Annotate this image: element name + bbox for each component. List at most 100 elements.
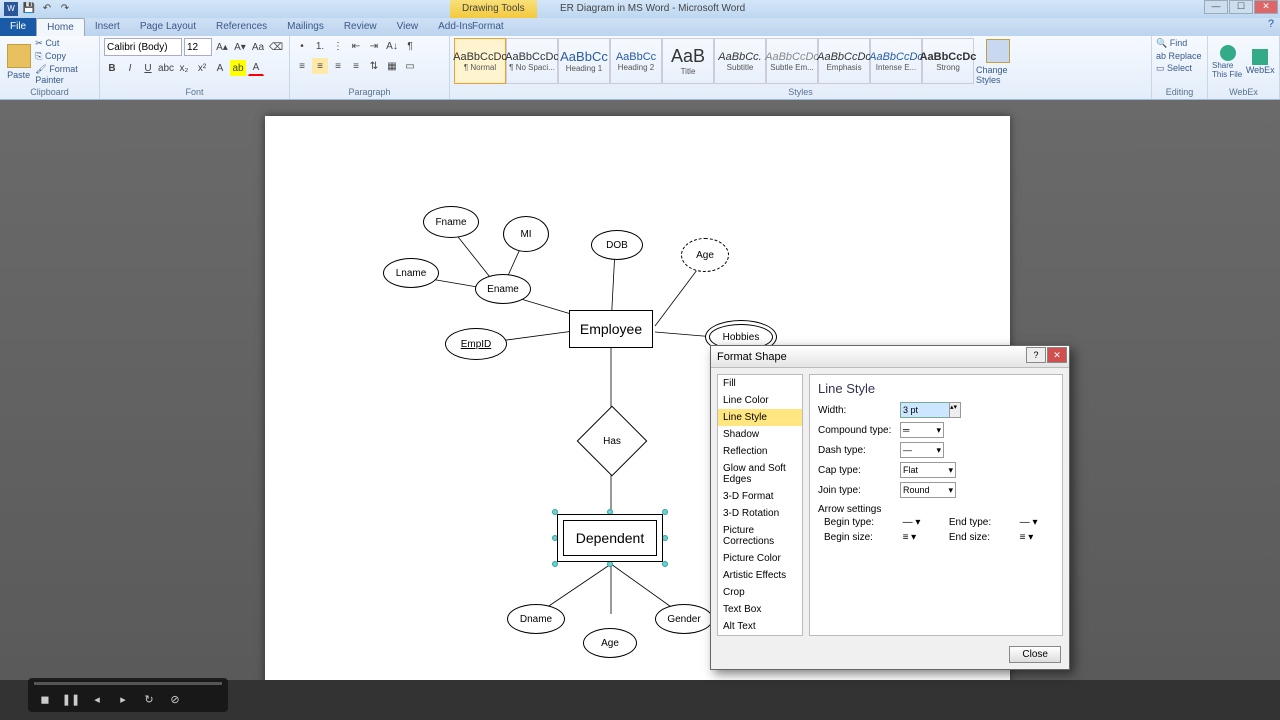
help-icon[interactable]: ? bbox=[1268, 18, 1274, 30]
attr-fname[interactable]: Fname bbox=[423, 206, 479, 238]
attr-mi[interactable]: MI bbox=[503, 216, 549, 252]
dialog-close-btn[interactable]: Close bbox=[1009, 646, 1061, 663]
nav-piccolor[interactable]: Picture Color bbox=[718, 550, 802, 567]
align-left-icon[interactable]: ≡ bbox=[294, 58, 310, 74]
mute-icon[interactable]: ⊘ bbox=[166, 690, 184, 708]
attr-gender[interactable]: Gender bbox=[655, 604, 713, 634]
dash-dropdown[interactable]: — ▾ bbox=[900, 442, 944, 458]
style-normal[interactable]: AaBbCcDc¶ Normal bbox=[454, 38, 506, 84]
highlight-icon[interactable]: ab bbox=[230, 60, 246, 76]
endsize-dropdown[interactable]: ≡ ▾ bbox=[1020, 532, 1054, 543]
sort-icon[interactable]: A↓ bbox=[384, 38, 400, 54]
copy-button[interactable]: ⎘ Copy bbox=[35, 51, 95, 62]
select-button[interactable]: ▭ Select bbox=[1156, 63, 1192, 74]
tab-page-layout[interactable]: Page Layout bbox=[130, 18, 206, 36]
style-subtleem[interactable]: AaBbCcDcSubtle Em... bbox=[766, 38, 818, 84]
style-h2[interactable]: AaBbCcHeading 2 bbox=[610, 38, 662, 84]
nav-piccorr[interactable]: Picture Corrections bbox=[718, 522, 802, 550]
nav-crop[interactable]: Crop bbox=[718, 584, 802, 601]
bullets-icon[interactable]: • bbox=[294, 38, 310, 54]
width-spinner[interactable]: ▴▾ bbox=[949, 402, 961, 418]
style-subtitle[interactable]: AaBbCc.Subtitle bbox=[714, 38, 766, 84]
tab-references[interactable]: References bbox=[206, 18, 277, 36]
text-effects-icon[interactable]: A bbox=[212, 60, 228, 76]
borders-icon[interactable]: ▭ bbox=[402, 58, 418, 74]
tab-file[interactable]: File bbox=[0, 18, 36, 36]
entity-dependent[interactable]: Dependent bbox=[563, 520, 657, 556]
superscript-icon[interactable]: x² bbox=[194, 60, 210, 76]
tab-view[interactable]: View bbox=[387, 18, 429, 36]
undo-icon[interactable]: ↶ bbox=[40, 2, 54, 16]
align-center-icon[interactable]: ≡ bbox=[312, 58, 328, 74]
style-title[interactable]: AaBTitle bbox=[662, 38, 714, 84]
style-gallery[interactable]: AaBbCcDc¶ Normal AaBbCcDc¶ No Spaci... A… bbox=[454, 38, 974, 84]
dialog-close-button[interactable]: ✕ bbox=[1047, 347, 1067, 363]
nav-reflection[interactable]: Reflection bbox=[718, 443, 802, 460]
outdent-icon[interactable]: ⇤ bbox=[348, 38, 364, 54]
begintype-dropdown[interactable]: — ▾ bbox=[903, 517, 937, 528]
tab-format[interactable]: Format bbox=[462, 18, 514, 36]
font-name-combo[interactable]: Calibri (Body) bbox=[104, 38, 182, 56]
minimize-button[interactable]: — bbox=[1204, 0, 1228, 14]
italic-icon[interactable]: I bbox=[122, 60, 138, 76]
dialog-titlebar[interactable]: Format Shape ? ✕ bbox=[711, 346, 1069, 368]
style-strong[interactable]: AaBbCcDcStrong bbox=[922, 38, 974, 84]
cap-dropdown[interactable]: Flat▾ bbox=[900, 462, 956, 478]
nav-3dformat[interactable]: 3-D Format bbox=[718, 488, 802, 505]
grow-font-icon[interactable]: A▴ bbox=[214, 39, 230, 55]
shading-icon[interactable]: ▦ bbox=[384, 58, 400, 74]
style-emphasis[interactable]: AaBbCcDcEmphasis bbox=[818, 38, 870, 84]
maximize-button[interactable]: ☐ bbox=[1229, 0, 1253, 14]
format-painter-button[interactable]: 🖌 Format Painter bbox=[35, 64, 95, 85]
style-nospacing[interactable]: AaBbCcDc¶ No Spaci... bbox=[506, 38, 558, 84]
dialog-help-button[interactable]: ? bbox=[1026, 347, 1046, 363]
beginsize-dropdown[interactable]: ≡ ▾ bbox=[903, 532, 937, 543]
tab-review[interactable]: Review bbox=[334, 18, 387, 36]
shrink-font-icon[interactable]: A▾ bbox=[232, 39, 248, 55]
prev-icon[interactable]: ◂ bbox=[88, 690, 106, 708]
nav-glow[interactable]: Glow and Soft Edges bbox=[718, 460, 802, 488]
save-icon[interactable]: 💾 bbox=[22, 2, 36, 16]
change-styles-button[interactable]: Change Styles bbox=[976, 38, 1020, 86]
close-button[interactable]: ✕ bbox=[1254, 0, 1278, 14]
change-case-icon[interactable]: Aa bbox=[250, 39, 266, 55]
nav-textbox[interactable]: Text Box bbox=[718, 601, 802, 618]
find-button[interactable]: 🔍 Find bbox=[1156, 38, 1187, 49]
endtype-dropdown[interactable]: — ▾ bbox=[1020, 517, 1054, 528]
subscript-icon[interactable]: x₂ bbox=[176, 60, 192, 76]
font-size-combo[interactable]: 12 bbox=[184, 38, 212, 56]
stop-icon[interactable]: ◼ bbox=[36, 690, 54, 708]
indent-icon[interactable]: ⇥ bbox=[366, 38, 382, 54]
nav-linecolor[interactable]: Line Color bbox=[718, 392, 802, 409]
tab-insert[interactable]: Insert bbox=[85, 18, 130, 36]
style-intense[interactable]: AaBbCcDcIntense E... bbox=[870, 38, 922, 84]
attr-dname[interactable]: Dname bbox=[507, 604, 565, 634]
show-marks-icon[interactable]: ¶ bbox=[402, 38, 418, 54]
font-color-icon[interactable]: A bbox=[248, 60, 264, 76]
format-shape-dialog[interactable]: Format Shape ? ✕ Fill Line Color Line St… bbox=[710, 345, 1070, 670]
share-file-button[interactable]: Share This File bbox=[1212, 38, 1243, 86]
multilevel-icon[interactable]: ⋮ bbox=[330, 38, 346, 54]
tab-mailings[interactable]: Mailings bbox=[277, 18, 334, 36]
tab-home[interactable]: Home bbox=[36, 18, 85, 36]
redo-icon[interactable]: ↷ bbox=[58, 2, 72, 16]
media-control-bar[interactable]: ◼ ❚❚ ◂ ▸ ↻ ⊘ bbox=[28, 678, 228, 712]
webex-button[interactable]: WebEx bbox=[1245, 38, 1275, 86]
line-spacing-icon[interactable]: ⇅ bbox=[366, 58, 382, 74]
relationship-has[interactable]: Has bbox=[577, 406, 647, 476]
nav-3drotation[interactable]: 3-D Rotation bbox=[718, 505, 802, 522]
attr-dob[interactable]: DOB bbox=[591, 230, 643, 260]
style-h1[interactable]: AaBbCcHeading 1 bbox=[558, 38, 610, 84]
attr-lname[interactable]: Lname bbox=[383, 258, 439, 288]
width-field[interactable]: 3 pt bbox=[900, 402, 950, 418]
media-track[interactable] bbox=[34, 682, 222, 685]
clear-format-icon[interactable]: ⌫ bbox=[268, 39, 284, 55]
replace-button[interactable]: ab Replace bbox=[1156, 51, 1202, 61]
numbering-icon[interactable]: 1. bbox=[312, 38, 328, 54]
attr-age[interactable]: Age bbox=[681, 238, 729, 272]
nav-shadow[interactable]: Shadow bbox=[718, 426, 802, 443]
nav-linestyle[interactable]: Line Style bbox=[718, 409, 802, 426]
paste-button[interactable]: Paste bbox=[4, 38, 33, 86]
attr-age2[interactable]: Age bbox=[583, 628, 637, 658]
nav-alttext[interactable]: Alt Text bbox=[718, 618, 802, 635]
